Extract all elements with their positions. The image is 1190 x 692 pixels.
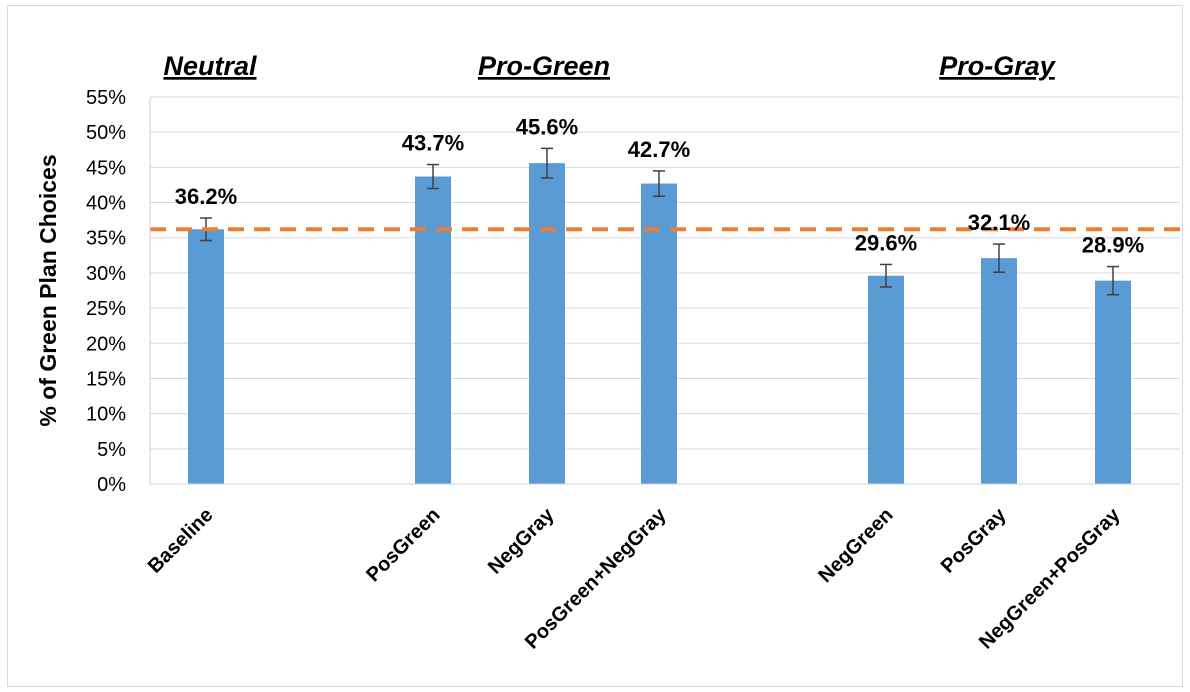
group-label: Pro-Green [478, 51, 610, 81]
bars [188, 147, 1131, 484]
bar [529, 163, 565, 484]
bar [415, 176, 451, 484]
y-tick-label: 30% [86, 263, 126, 285]
data-label: 36.2% [175, 184, 237, 209]
group-label: Neutral [163, 51, 257, 81]
y-axis-title: % of Green Plan Choices [35, 154, 61, 426]
data-label: 45.6% [516, 114, 578, 139]
data-label: 28.9% [1082, 233, 1144, 258]
data-label: 43.7% [402, 131, 464, 156]
bar [981, 258, 1017, 484]
category-label: NegGray [484, 503, 559, 578]
y-tick-label: 45% [86, 157, 126, 179]
data-label: 32.1% [968, 210, 1030, 235]
bar [1095, 280, 1131, 484]
bar [188, 229, 224, 484]
y-tick-label: 50% [86, 122, 126, 144]
y-tick-label: 0% [97, 474, 126, 496]
category-label: PosGreen [362, 504, 444, 586]
category-label: NegGreen [814, 504, 897, 587]
y-tick-label: 40% [86, 193, 126, 215]
y-tick-label: 20% [86, 333, 126, 355]
category-label: PosGray [937, 503, 1011, 577]
y-tick-label: 15% [86, 368, 126, 390]
y-tick-label: 25% [86, 298, 126, 320]
y-tick-label: 55% [86, 87, 126, 109]
group-label: Pro-Gray [939, 51, 1057, 81]
bar [868, 275, 904, 484]
data-label: 42.7% [628, 137, 690, 162]
axes [149, 97, 1180, 485]
y-tick-label: 5% [97, 439, 126, 461]
category-label: Baseline [144, 504, 218, 578]
data-label: 29.6% [855, 230, 917, 255]
bar [641, 183, 677, 484]
y-tick-label: 35% [86, 228, 126, 250]
y-tick-label: 10% [86, 404, 126, 426]
